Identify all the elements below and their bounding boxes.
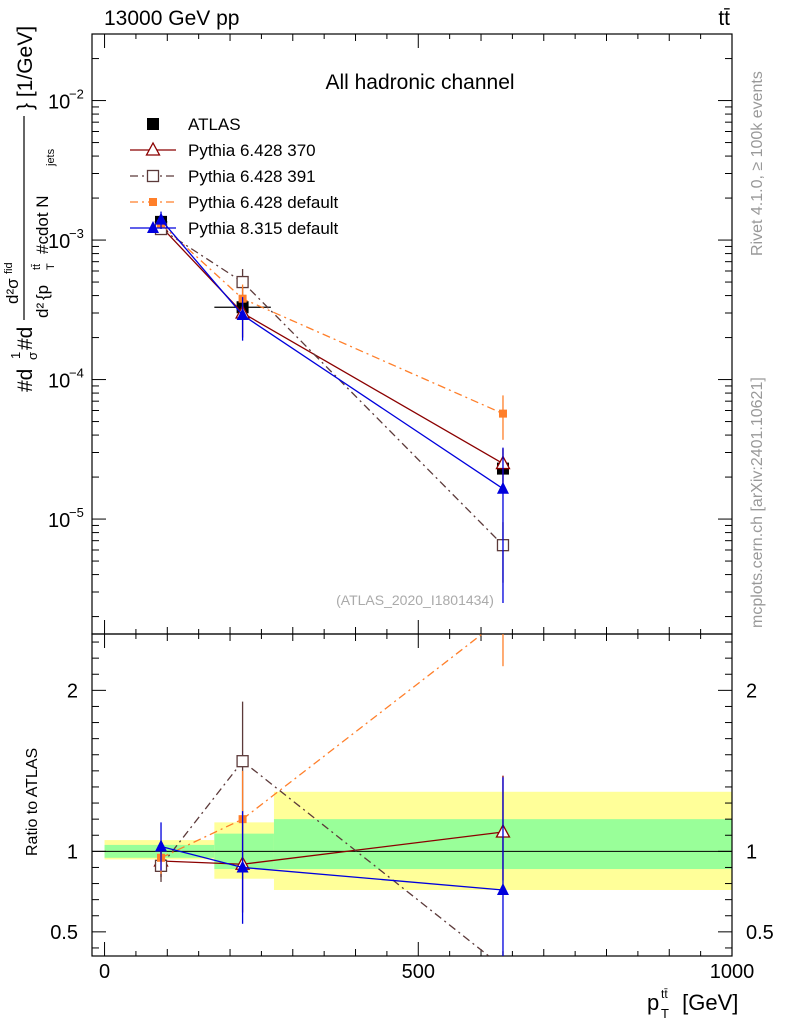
ratio-ytick-label: 2	[67, 680, 78, 702]
ratio-ytick-label-right: 1	[746, 841, 757, 863]
ratio-ytick-label-right: 2	[746, 680, 757, 702]
ratio-uncertainty-bands	[92, 791, 732, 890]
svg-text:fid: fid	[3, 262, 15, 274]
main-ytick-label: 10	[48, 92, 70, 114]
svg-text:T: T	[661, 1006, 669, 1021]
main-ytick-exponent: −4	[69, 366, 84, 381]
legend: ATLAS Pythia 6.428 370 Pythia 6.428 391 Pyt…	[130, 115, 339, 238]
rivet-version-label: Rivet 4.1.0, ≥ 100k events	[749, 71, 766, 256]
main-ytick-label: 10	[48, 510, 70, 532]
legend-marker	[149, 198, 157, 206]
svg-text:1: 1	[8, 352, 23, 359]
analysis-watermark: (ATLAS_2020_I1801434)	[336, 592, 494, 608]
svg-text:d²σ: d²σ	[3, 278, 22, 304]
legend-label: Pythia 6.428 default	[188, 193, 339, 212]
svg-text:d²: d²	[33, 303, 52, 318]
legend-marker	[147, 118, 159, 130]
legend-entry-atlas: ATLAS	[147, 115, 241, 134]
ratio-point-p6def	[499, 614, 507, 622]
svg-text:[GeV]: [GeV]	[676, 990, 738, 1015]
data-point-p8def	[236, 308, 249, 321]
ratio-axis-ticks: 0.5 0.5 1 1 2 2 0 500 1000	[50, 634, 774, 983]
x-tick-label: 500	[402, 961, 435, 983]
legend-entry-p370: Pythia 6.428 370	[130, 141, 316, 160]
mcplots-label: mcplots.cern.ch [arXiv:2401.10621]	[749, 377, 766, 628]
ratio-series-p8def	[155, 777, 509, 956]
legend-marker	[147, 221, 159, 233]
legend-label: Pythia 6.428 370	[188, 141, 316, 160]
data-point-p8def	[155, 212, 168, 225]
ratio-ytick-label-right: 0.5	[746, 922, 774, 944]
legend-entry-p391: Pythia 6.428 391	[130, 167, 316, 186]
series-p8def	[155, 211, 509, 604]
svg-text:} [1/GeV]: } [1/GeV]	[14, 26, 37, 110]
data-point-p6def	[498, 409, 507, 418]
series-line-p8def	[160, 219, 504, 490]
x-tick-label: 1000	[710, 961, 755, 983]
ratio-y-axis-label: Ratio to ATLAS	[24, 748, 41, 856]
data-point-p8def	[496, 481, 509, 494]
legend-label: Pythia 6.428 391	[188, 167, 316, 186]
main-y-axis-label: #d 1 σ #d d²σ fid d² {p tt̄ T #cdot N je…	[3, 26, 57, 392]
svg-text:p: p	[647, 990, 659, 1015]
main-ytick-exponent: −3	[69, 226, 84, 241]
ratio-point-p8def	[496, 882, 509, 895]
ratio-plot-frame	[91, 633, 733, 957]
ratio-ytick-label: 0.5	[50, 922, 78, 944]
main-ytick-label: 10	[48, 231, 70, 253]
main-ytick-exponent: −5	[69, 505, 84, 520]
main-axis-ticks: 10−210−310−410−5	[48, 33, 733, 634]
header-process-label: tt̄	[718, 7, 730, 30]
ratio-point-p391	[497, 962, 508, 973]
svg-text:tt̄: tt̄	[31, 264, 43, 270]
ratio-point-p8def	[155, 839, 168, 852]
ratio-ytick-label: 1	[67, 841, 78, 863]
ratio-point-p391	[236, 755, 249, 768]
series-line-p391	[160, 228, 504, 546]
svg-text:T: T	[45, 263, 57, 270]
svg-text:#d: #d	[14, 369, 37, 392]
main-ytick-exponent: −2	[69, 87, 84, 102]
series-p6def	[157, 219, 507, 440]
x-axis-label: p tt̄ T [GeV]	[647, 987, 738, 1021]
legend-marker	[145, 141, 161, 156]
ratio-point-p8def	[236, 860, 249, 873]
series-line-p6def	[160, 223, 504, 415]
svg-text:jets: jets	[45, 148, 57, 167]
chart-title: All hadronic channel	[325, 71, 514, 94]
legend-label: ATLAS	[188, 115, 241, 134]
svg-text:σ: σ	[25, 352, 40, 360]
ratio-series-group	[153, 614, 511, 973]
svg-text:#cdot N: #cdot N	[33, 195, 52, 254]
legend-marker	[146, 169, 160, 183]
legend-entry-p6def: Pythia 6.428 default	[130, 193, 339, 212]
main-ytick-label: 10	[48, 371, 70, 393]
main-series-group	[153, 211, 511, 604]
legend-entry-p8def: Pythia 8.315 default	[130, 219, 339, 238]
svg-text:{p: {p	[33, 285, 52, 300]
legend-label: Pythia 8.315 default	[188, 219, 339, 238]
svg-text:#d: #d	[14, 327, 37, 350]
svg-text:tt̄: tt̄	[661, 987, 668, 1001]
header-collision-label: 13000 GeV pp	[104, 7, 239, 30]
x-tick-label: 0	[99, 961, 110, 983]
